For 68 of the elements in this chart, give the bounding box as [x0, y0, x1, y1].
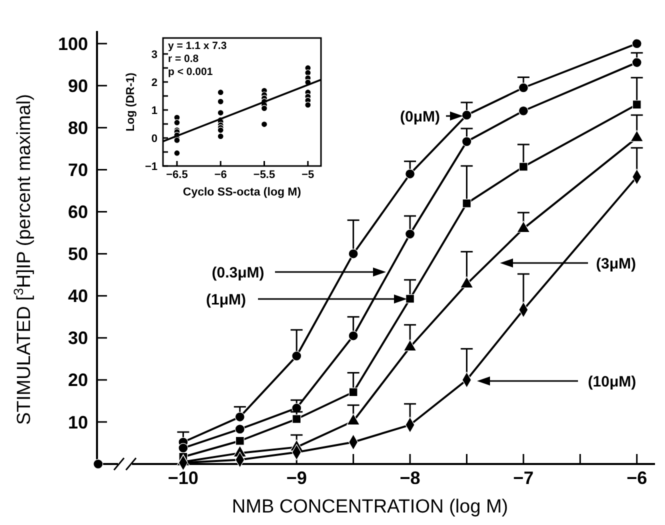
- point: [234, 424, 245, 434]
- x-tick-label: −8: [400, 468, 420, 488]
- y-tick-label: 60: [68, 202, 88, 222]
- y-tick-label: 100: [58, 34, 88, 54]
- point: [217, 98, 224, 105]
- point: [304, 102, 312, 108]
- x-tick-label: −10: [168, 468, 198, 488]
- annotation: (0.3μM): [212, 264, 264, 282]
- y-tick-label: 30: [68, 328, 88, 348]
- x-tick-label: −6: [214, 169, 227, 182]
- point: [406, 294, 415, 304]
- point: [234, 412, 245, 422]
- point: [462, 136, 472, 147]
- y-tick-label: 2: [151, 76, 158, 89]
- annotation: (1μM): [206, 291, 246, 308]
- y-tick-label: 90: [68, 76, 88, 96]
- point: [93, 458, 104, 470]
- y-tick-label: 3: [151, 48, 158, 61]
- point: [217, 89, 224, 96]
- point: [462, 198, 472, 208]
- y-tick-label: 20: [68, 370, 88, 390]
- point: [518, 162, 528, 172]
- point: [632, 58, 642, 68]
- point: [348, 330, 358, 341]
- point: [632, 38, 642, 49]
- y-axis-title: Log (DR-1): [125, 72, 137, 132]
- y-tick-label: 50: [68, 244, 88, 264]
- y-tick-label: 10: [68, 412, 88, 432]
- x-tick-label: −5: [302, 169, 314, 182]
- point: [217, 133, 224, 140]
- y-tick-label: 0: [151, 132, 158, 145]
- point: [348, 388, 358, 397]
- x-axis-title: NMB CONCENTRATION (log M): [232, 496, 508, 518]
- x-axis-title: Cyclo SS-octa (log M): [182, 186, 302, 199]
- point: [217, 110, 224, 116]
- y-tick-label: 80: [68, 118, 88, 138]
- point: [235, 436, 244, 446]
- y-tick-label: 40: [68, 286, 88, 306]
- annotation: r = 0.8: [168, 53, 199, 65]
- x-tick-label: −7: [513, 468, 534, 488]
- point: [405, 229, 416, 240]
- point: [632, 100, 642, 110]
- annotation: p < 0.001: [168, 66, 213, 78]
- x-tick-label: −5.5: [253, 169, 276, 182]
- annotation: (0μM): [400, 108, 440, 126]
- x-tick-label: −6.5: [166, 169, 188, 182]
- point: [174, 150, 180, 156]
- point: [405, 168, 416, 179]
- point: [304, 69, 312, 76]
- x-tick-label: −6: [626, 468, 648, 488]
- point: [292, 414, 302, 424]
- point: [178, 443, 188, 454]
- annotation: (3μM): [596, 255, 636, 272]
- x-tick-label: −9: [286, 468, 307, 488]
- y-tick-label: −1: [144, 160, 158, 173]
- annotation: y = 1.1 x 7.3: [168, 40, 227, 52]
- y-tick-label: 1: [151, 104, 158, 117]
- annotation: (10μM): [588, 373, 636, 390]
- point: [217, 126, 224, 134]
- point: [518, 106, 528, 116]
- point: [348, 248, 358, 259]
- point: [260, 120, 268, 128]
- y-tick-label: 70: [68, 160, 88, 180]
- point: [260, 105, 268, 112]
- point: [462, 110, 472, 120]
- point: [518, 82, 528, 93]
- point: [174, 119, 180, 126]
- point: [292, 350, 302, 361]
